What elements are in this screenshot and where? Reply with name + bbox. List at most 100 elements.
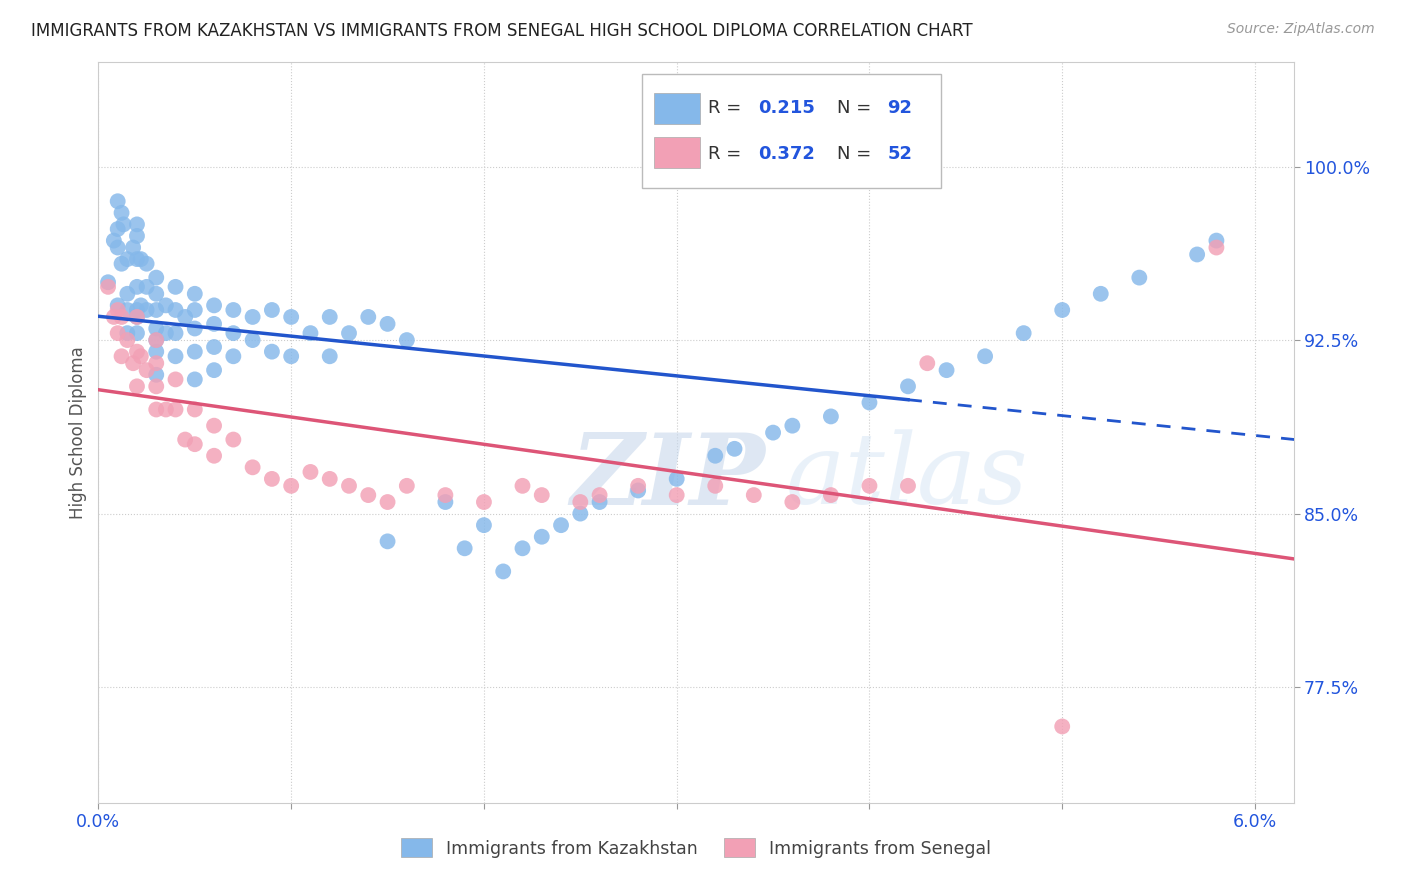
Point [820,488,842,502]
Point [1205,234,1227,248]
Point [174,310,197,324]
Point [588,495,610,509]
Point [135,363,157,377]
Point [357,488,380,502]
Point [1050,303,1073,318]
Point [260,303,283,318]
Point [145,333,167,347]
Point [184,437,207,451]
Point [145,286,167,301]
Point [260,472,283,486]
Point [107,303,129,318]
Point [202,298,225,312]
Point [377,534,399,549]
Point [377,495,399,509]
Point [395,479,418,493]
Text: 52: 52 [887,145,912,162]
Text: 0.215: 0.215 [758,99,815,118]
Point [145,402,167,417]
Point [472,495,495,509]
Point [935,363,957,377]
Point [103,310,125,324]
Point [117,326,139,340]
Point [135,257,157,271]
Point [125,252,148,266]
Point [242,460,264,475]
Point [129,252,152,266]
Point [125,303,148,318]
Point [110,349,132,363]
Point [165,280,187,294]
Y-axis label: High School Diploma: High School Diploma [69,346,87,519]
Point [117,286,139,301]
Point [1205,240,1227,255]
Point [222,349,245,363]
Point [202,418,225,433]
Point [97,280,120,294]
Point [377,317,399,331]
Point [122,356,145,370]
Point [530,488,553,502]
Point [145,270,167,285]
Point [858,395,880,409]
Point [337,479,360,493]
Point [472,518,495,533]
Point [337,326,360,340]
Point [155,298,177,312]
Point [1050,719,1073,733]
Point [125,326,148,340]
Point [184,402,207,417]
Point [202,449,225,463]
FancyBboxPatch shape [654,93,700,124]
Point [165,303,187,318]
Point [762,425,785,440]
Text: R =: R = [709,145,747,162]
Point [704,479,727,493]
Point [110,206,132,220]
Point [319,472,342,486]
Point [107,194,129,209]
Point [125,280,148,294]
Point [125,229,148,244]
Point [820,409,842,424]
Point [627,483,650,498]
Point [723,442,745,456]
Point [434,488,457,502]
Point [135,280,157,294]
Point [145,356,167,370]
Point [319,349,342,363]
Point [357,310,380,324]
Point [588,488,610,502]
Point [110,310,132,324]
Point [742,488,765,502]
Text: Source: ZipAtlas.com: Source: ZipAtlas.com [1227,22,1375,37]
Point [782,495,804,509]
Point [165,372,187,386]
Point [897,479,920,493]
Point [145,379,167,393]
Point [280,479,302,493]
Point [117,333,139,347]
Point [453,541,475,556]
Point [165,402,187,417]
Point [125,218,148,232]
Point [299,326,322,340]
Text: ZIP: ZIP [571,429,765,525]
Point [107,298,129,312]
Point [174,433,197,447]
Point [319,310,342,324]
Point [125,310,148,324]
Legend: Immigrants from Kazakhstan, Immigrants from Senegal: Immigrants from Kazakhstan, Immigrants f… [394,831,998,864]
Point [125,379,148,393]
Point [569,495,592,509]
Point [110,257,132,271]
Point [107,240,129,255]
Text: 92: 92 [887,99,912,118]
Point [858,479,880,493]
Point [103,234,125,248]
Point [184,303,207,318]
Point [165,349,187,363]
Point [550,518,572,533]
Point [129,298,152,312]
Point [125,344,148,359]
